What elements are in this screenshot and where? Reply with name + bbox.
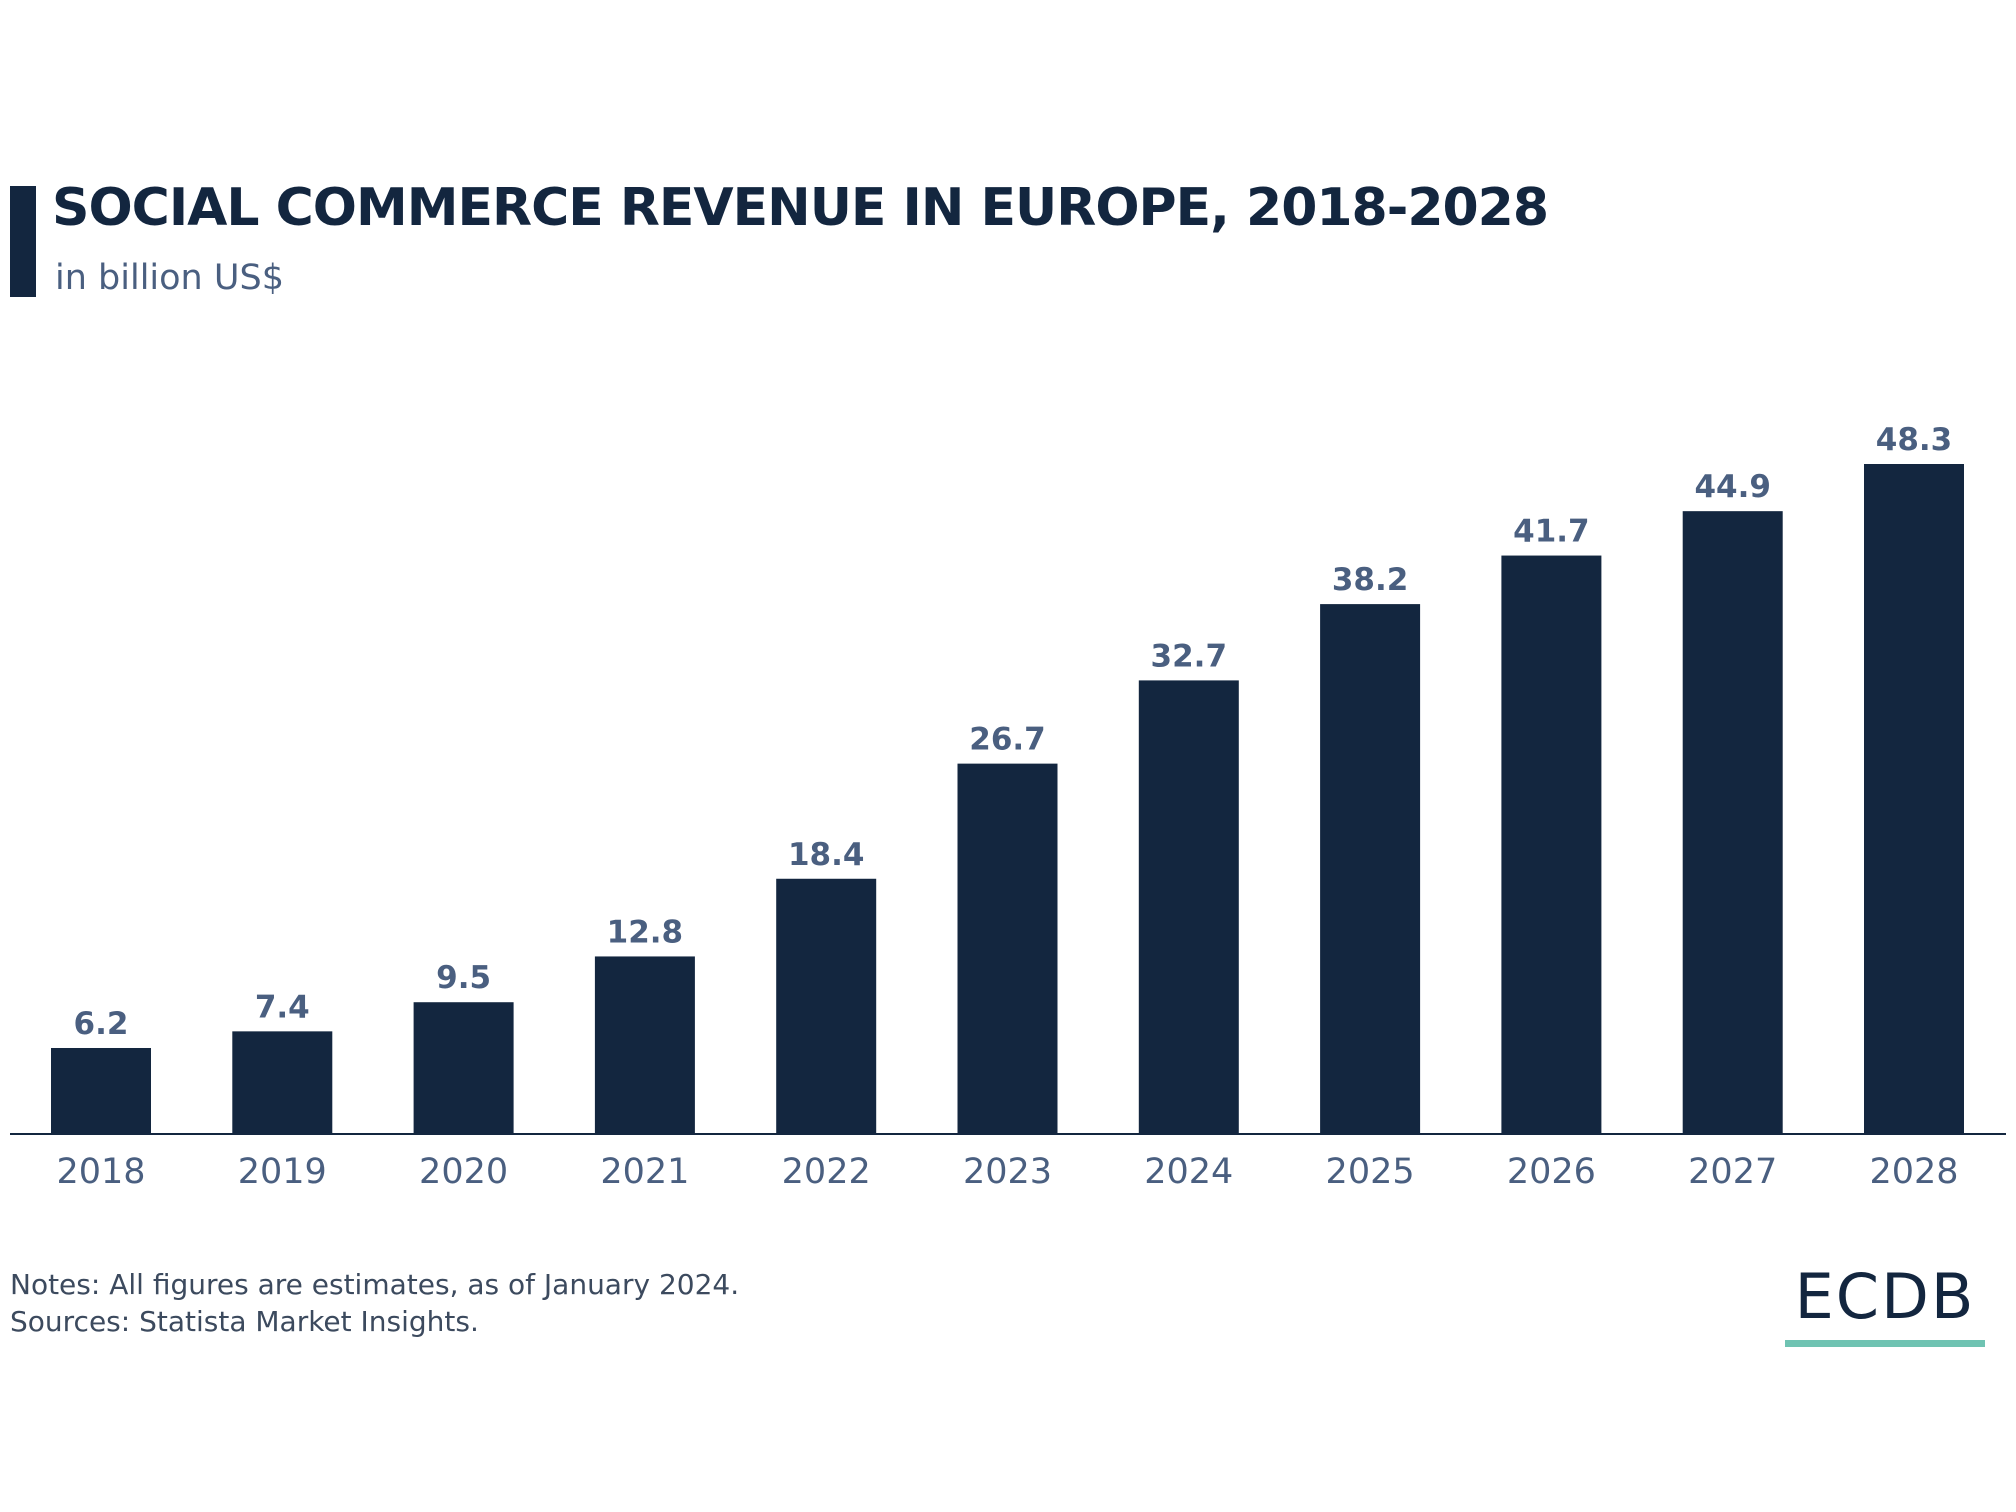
x-tick-label-2018: 2018: [56, 1152, 145, 1192]
x-tick-label-2027: 2027: [1688, 1152, 1777, 1192]
value-label-2019: 7.4: [255, 989, 310, 1025]
logo-underline: [1785, 1340, 1985, 1347]
value-label-2024: 32.7: [1151, 638, 1228, 674]
bar-2027: [1682, 511, 1783, 1134]
chart-subtitle: in billion US$: [55, 258, 284, 298]
bar-2025: [1320, 604, 1421, 1134]
notes-text: Notes: All figures are estimates, as of …: [10, 1268, 740, 1301]
bar-2026: [1501, 555, 1602, 1134]
bar-2020: [413, 1002, 514, 1134]
bars-group: 6.2 2018 7.4 2019 9.5 2020 12.8 2021 18.4 2022 26.…: [51, 422, 1964, 1192]
logo-text: ECDB: [1794, 1260, 1976, 1333]
value-label-2023: 26.7: [969, 722, 1046, 758]
value-label-2021: 12.8: [607, 914, 684, 950]
value-label-2028: 48.3: [1876, 422, 1953, 458]
footer-notes: Notes: All figures are estimates, as of …: [10, 1266, 739, 1340]
x-tick-label-2021: 2021: [600, 1152, 689, 1192]
bar-2019: [232, 1031, 333, 1134]
value-label-2022: 18.4: [788, 837, 865, 873]
chart-title: SOCIAL COMMERCE REVENUE IN EUROPE, 2018-…: [52, 178, 1549, 238]
x-tick-label-2022: 2022: [782, 1152, 871, 1192]
bar-2028: [1864, 464, 1964, 1134]
value-label-2018: 6.2: [74, 1006, 129, 1042]
x-tick-label-2028: 2028: [1869, 1152, 1958, 1192]
bar-2022: [776, 878, 877, 1134]
bar-2024: [1138, 680, 1239, 1134]
title-accent-bar: [10, 186, 36, 297]
value-label-2027: 44.9: [1694, 469, 1771, 505]
x-tick-label-2023: 2023: [963, 1152, 1052, 1192]
x-tick-label-2020: 2020: [419, 1152, 508, 1192]
bar-2021: [594, 956, 695, 1134]
x-tick-label-2026: 2026: [1507, 1152, 1596, 1192]
value-label-2025: 38.2: [1332, 562, 1409, 598]
value-label-2026: 41.7: [1513, 514, 1590, 550]
ecdb-logo: ECDB: [1785, 1262, 1985, 1347]
sources-text: Sources: Statista Market Insights.: [10, 1305, 479, 1338]
x-tick-label-2024: 2024: [1144, 1152, 1233, 1192]
bar-2018: [51, 1047, 151, 1134]
bar-2023: [957, 763, 1058, 1134]
x-tick-label-2025: 2025: [1326, 1152, 1415, 1192]
x-tick-label-2019: 2019: [238, 1152, 327, 1192]
value-label-2020: 9.5: [436, 960, 491, 996]
